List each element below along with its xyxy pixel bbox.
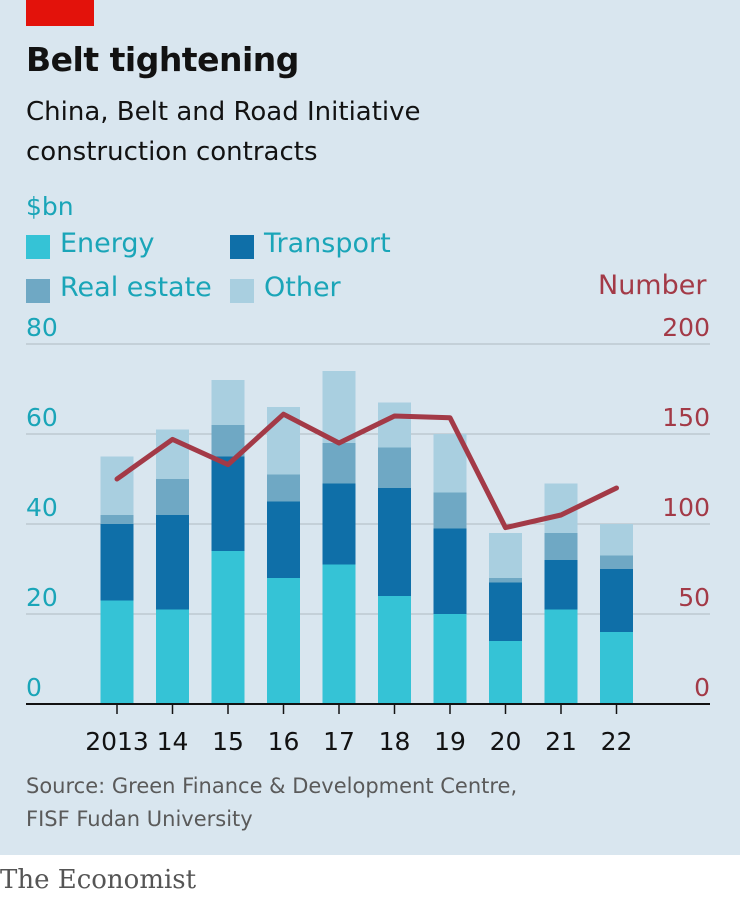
left-tick-label: 40 [26,493,58,522]
bar-transport [267,501,300,578]
left-axis-unit: $bn [26,192,74,221]
right-axis-unit: Number [598,270,707,301]
x-tick-label: 20 [490,727,522,756]
bar-energy [156,609,189,704]
x-tick-label: 21 [545,727,577,756]
bar-real-estate [322,443,356,484]
bar-real-estate [100,515,134,524]
bar-other [378,402,411,448]
legend-swatch-energy [26,235,50,259]
bar-other [489,533,522,578]
legend-swatch-transport [230,235,254,259]
bar-energy [433,614,467,704]
x-tick-label: 2013 [85,727,149,756]
bar-transport [433,528,467,614]
bar-energy [211,551,245,704]
chart-panel: Belt tightening China, Belt and Road Ini… [0,0,740,855]
bar-energy [544,609,578,704]
bar-real-estate [378,447,411,488]
bar-transport [378,488,411,596]
bar-transport [544,560,578,610]
bars [100,371,633,704]
number-line-path [114,411,619,531]
economist-red-tag [26,0,94,26]
x-tick-label: 17 [323,727,355,756]
bar-transport [489,582,522,641]
chart-subtitle: China, Belt and Road Initiative construc… [26,97,421,167]
bar-transport [322,483,356,565]
bar-energy [100,600,134,704]
left-tick-label: 80 [26,313,58,342]
bar-energy [267,578,300,704]
x-tick-label: 22 [601,727,633,756]
bar-other [600,524,633,556]
bar-energy [322,564,356,704]
legend-label-real-estate: Real estate [60,272,212,303]
right-tick-label: 100 [662,493,710,522]
bar-real-estate [433,492,467,529]
publisher-brand: The Economist [0,865,197,895]
left-tick-label: 20 [26,583,58,612]
legend-swatch-real-estate [26,279,50,303]
right-tick-label: 150 [662,403,710,432]
bar-real-estate [489,578,522,583]
x-tick-label: 18 [379,727,411,756]
bar-other [211,380,245,425]
legend-label-energy: Energy [60,228,155,259]
legend-label-other: Other [264,272,341,303]
left-tick-label: 0 [26,673,42,702]
bar-transport [600,569,633,632]
right-tick-label: 0 [694,673,710,702]
number-line [114,411,619,531]
x-tick-label: 16 [268,727,300,756]
bar-energy [378,596,411,704]
axes: 0 20 40 60 80 0 50 100 150 200 2013 14 15 16 17 18 19 20 2… [26,313,710,756]
chart-title: Belt tightening [26,40,299,79]
bar-real-estate [156,479,189,515]
right-tick-label: 200 [662,313,710,342]
bar-energy [600,632,633,704]
source-note: Source: Green Finance & Development Cent… [26,774,518,831]
x-tick-label: 14 [157,727,189,756]
right-tick-label: 50 [678,583,710,612]
gridlines [26,343,710,615]
bar-transport [211,456,245,551]
legend-swatch-other [230,279,254,303]
bar-transport [100,524,134,601]
x-tick-label: 19 [434,727,466,756]
bar-real-estate [267,474,300,502]
x-tick-label: 15 [212,727,244,756]
bar-other [322,371,356,443]
bar-real-estate [544,533,578,560]
bar-real-estate [600,555,633,569]
bar-transport [156,515,189,610]
stacked-bar-line-chart: 0 20 40 60 80 0 50 100 150 200 2013 14 15 16 17 18 19 20 2… [26,313,710,756]
legend-label-transport: Transport [264,228,391,259]
left-tick-label: 60 [26,403,58,432]
bar-energy [489,641,522,704]
bar-other [100,456,134,515]
